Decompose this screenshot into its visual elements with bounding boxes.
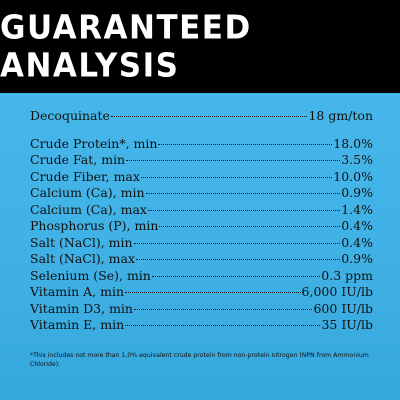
dot-leader <box>151 275 321 277</box>
footnote: *This includes not more than 1.0% equiva… <box>30 352 369 368</box>
analysis-value: 0.9% <box>341 251 373 266</box>
dot-leader <box>140 176 333 178</box>
analysis-table: Decoquinate 18 gm/ton Crude Protein*, mi… <box>30 108 373 334</box>
analysis-value: 600 IU/lb <box>313 300 373 316</box>
dot-leader <box>125 325 321 326</box>
analysis-row-calcium-max: Calcium (Ca), max 1.4% <box>30 202 373 219</box>
analysis-row-phosphorus: Phosphorus (P), min 0.4% <box>30 218 373 235</box>
analysis-row-calcium-min: Calcium (Ca), min 0.9% <box>30 185 373 202</box>
analysis-label: Salt (NaCl), max <box>30 251 136 266</box>
dot-leader <box>110 116 308 117</box>
analysis-row-vitamin-a: Vitamin A, min 6,000 IU/lb <box>30 284 373 301</box>
analysis-row-crude-protein: Crude Protein*, min 18.0% <box>30 136 373 153</box>
dot-leader <box>159 226 341 227</box>
analysis-value: 0.3 ppm <box>321 267 373 283</box>
analysis-value: 3.5% <box>341 152 373 167</box>
analysis-label: Selenium (Se), min <box>30 267 151 283</box>
analysis-row-crude-fiber: Crude Fiber, max 10.0% <box>30 169 373 186</box>
analysis-label: Vitamin E, min <box>30 317 125 332</box>
analysis-row-salt-max: Salt (NaCl), max 0.9% <box>30 251 373 268</box>
header-banner: GUARANTEED ANALYSIS <box>0 0 400 93</box>
dot-leader <box>126 160 341 161</box>
dot-leader <box>125 292 301 293</box>
analysis-label: Phosphorus (P), min <box>30 218 159 233</box>
analysis-label: Vitamin A, min <box>30 284 125 299</box>
analysis-row-vitamin-e: Vitamin E, min 35 IU/lb <box>30 317 373 334</box>
analysis-value: 18 gm/ton <box>308 108 373 123</box>
analysis-label: Decoquinate <box>30 108 110 123</box>
page-title: GUARANTEED ANALYSIS <box>0 8 252 85</box>
analysis-row-salt-min: Salt (NaCl), min 0.4% <box>30 235 373 252</box>
analysis-value: 6,000 IU/lb <box>301 284 373 299</box>
analysis-value: 35 IU/lb <box>321 317 373 332</box>
dot-leader <box>158 143 333 145</box>
dot-leader <box>133 242 341 244</box>
analysis-label: Salt (NaCl), min <box>30 234 133 250</box>
analysis-label: Crude Fiber, max <box>30 168 140 184</box>
dot-leader <box>133 308 313 310</box>
analysis-row-selenium: Selenium (Se), min 0.3 ppm <box>30 268 373 285</box>
dot-leader <box>145 193 341 194</box>
analysis-row-decoquinate: Decoquinate 18 gm/ton <box>30 108 373 125</box>
analysis-row-crude-fat: Crude Fat, min 3.5% <box>30 152 373 169</box>
analysis-label: Crude Fat, min <box>30 152 126 167</box>
dot-leader <box>147 209 341 211</box>
analysis-value: 0.9% <box>341 185 373 200</box>
analysis-value: 1.4% <box>341 201 373 217</box>
analysis-row-vitamin-d3: Vitamin D3, min 600 IU/lb <box>30 301 373 318</box>
analysis-label: Vitamin D3, min <box>30 300 133 316</box>
analysis-value: 0.4% <box>341 218 373 233</box>
analysis-value: 0.4% <box>341 234 373 250</box>
analysis-value: 10.0% <box>333 168 373 184</box>
analysis-label: Calcium (Ca), max <box>30 201 147 217</box>
analysis-label: Calcium (Ca), min <box>30 185 145 200</box>
analysis-label: Crude Protein*, min <box>30 135 158 151</box>
analysis-value: 18.0% <box>333 135 373 151</box>
dot-leader <box>136 259 341 260</box>
